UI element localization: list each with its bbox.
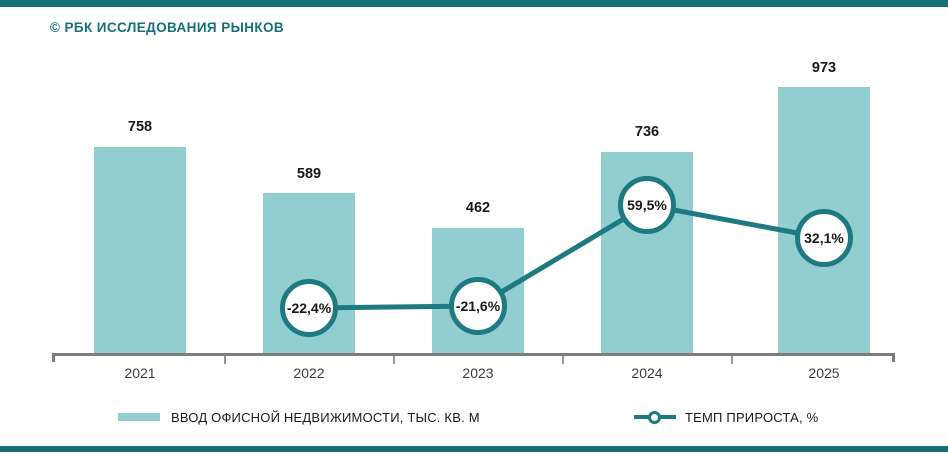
- growth-rate-line: [308, 202, 825, 311]
- line-marker-2025[interactable]: 32,1%: [795, 209, 853, 267]
- line-marker-label-2023: -21,6%: [455, 298, 501, 314]
- bottom-accent-rule: [0, 446, 948, 452]
- bar-value-2025: 973: [811, 60, 837, 76]
- line-marker-2024[interactable]: 59,5%: [618, 176, 676, 234]
- bar-value-2022: 589: [296, 166, 322, 182]
- line-marker-2022[interactable]: -22,4%: [280, 279, 338, 337]
- x-axis-label-2023: 2023: [462, 365, 494, 381]
- line-marker-label-2025: 32,1%: [804, 230, 844, 246]
- legend-item-growth-rate[interactable]: ТЕМП ПРИРОСТА, %: [634, 403, 818, 431]
- x-axis-label-2022: 2022: [293, 365, 325, 381]
- x-axis-line: [52, 353, 895, 356]
- x-axis-tick: [731, 356, 733, 364]
- chart-plot-area: 758 589 462 736 973 -22,4% -21,6% 59,5% …: [52, 60, 895, 381]
- x-axis-label-2025: 2025: [808, 365, 840, 381]
- x-axis-tick: [393, 356, 395, 364]
- legend-line-marker-icon: [634, 410, 676, 424]
- x-axis-tick: [562, 356, 564, 364]
- page-title: © РБК ИССЛЕДОВАНИЯ РЫНКОВ: [50, 20, 285, 35]
- x-axis-label-2021: 2021: [124, 365, 156, 381]
- bar-value-2021: 758: [127, 119, 153, 135]
- bar-value-2023: 462: [465, 200, 491, 216]
- chart-legend: ВВОД ОФИСНОЙ НЕДВИЖИМОСТИ, ТЫС. КВ. М ТЕ…: [0, 403, 948, 431]
- bar-value-2024: 736: [634, 124, 660, 140]
- legend-label-growth-rate: ТЕМП ПРИРОСТА, %: [685, 409, 819, 425]
- line-marker-label-2022: -22,4%: [286, 300, 332, 316]
- line-marker-2023[interactable]: -21,6%: [449, 277, 507, 335]
- x-axis-left-cap: [52, 353, 55, 362]
- line-marker-label-2024: 59,5%: [627, 197, 667, 213]
- x-axis-right-cap: [892, 353, 895, 362]
- x-axis-tick: [224, 356, 226, 364]
- bar-2021[interactable]: [94, 147, 186, 353]
- legend-bar-swatch-icon: [118, 413, 160, 421]
- legend-label-office-supply: ВВОД ОФИСНОЙ НЕДВИЖИМОСТИ, ТЫС. КВ. М: [171, 409, 480, 425]
- legend-item-office-supply[interactable]: ВВОД ОФИСНОЙ НЕДВИЖИМОСТИ, ТЫС. КВ. М: [118, 403, 480, 431]
- x-axis-label-2024: 2024: [631, 365, 663, 381]
- top-accent-rule: [0, 0, 948, 7]
